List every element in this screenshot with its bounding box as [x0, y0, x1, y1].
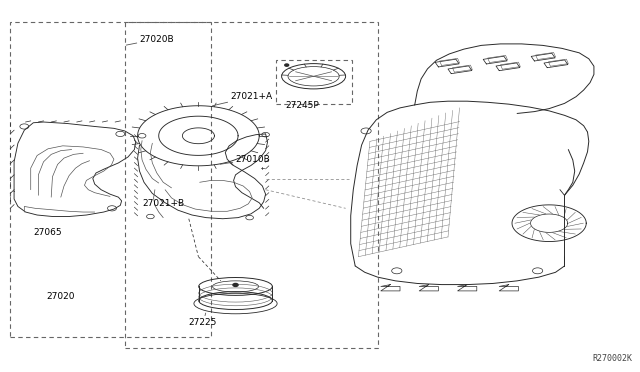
- Text: 27245P: 27245P: [285, 101, 319, 110]
- Text: 27020: 27020: [46, 292, 75, 301]
- Text: 27021+A: 27021+A: [212, 92, 273, 106]
- Circle shape: [285, 64, 289, 66]
- Bar: [125, 22, 378, 348]
- Text: 27065: 27065: [33, 228, 62, 237]
- Text: 27021+B: 27021+B: [142, 199, 184, 208]
- Circle shape: [233, 283, 238, 286]
- Text: 27020B: 27020B: [126, 35, 174, 45]
- Text: 27010B: 27010B: [220, 155, 270, 164]
- Bar: [276, 60, 352, 104]
- Bar: [10, 22, 211, 337]
- Text: 27225: 27225: [189, 313, 217, 327]
- Text: R270002K: R270002K: [593, 354, 632, 363]
